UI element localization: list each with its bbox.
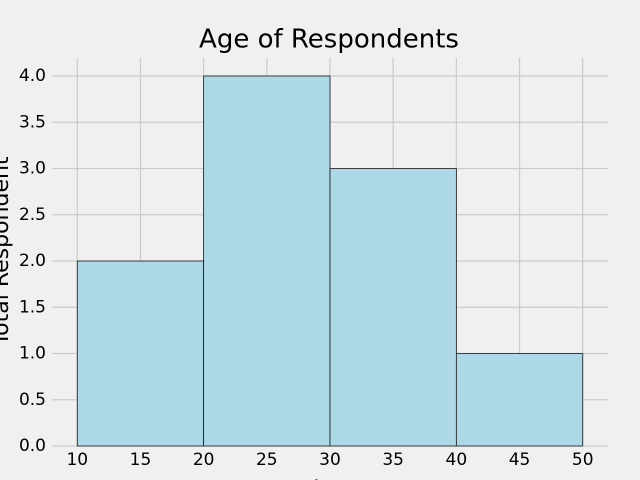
x-tick-label: 35 bbox=[382, 450, 404, 470]
chart-title: Age of Respondents bbox=[199, 25, 459, 55]
bar bbox=[455, 353, 584, 447]
x-tick-label: 15 bbox=[130, 450, 152, 470]
bar bbox=[76, 260, 205, 447]
x-tick-label: 40 bbox=[446, 450, 468, 470]
y-axis-label: Total Respondent bbox=[0, 156, 14, 346]
y-tick-label: 1.0 bbox=[19, 344, 46, 364]
x-tick-label: 50 bbox=[572, 450, 594, 470]
y-tick-label: 1.5 bbox=[19, 297, 46, 317]
y-tick-label: 4.0 bbox=[19, 66, 46, 86]
y-tick-label: 0.5 bbox=[19, 390, 46, 410]
x-axis-label: Age bbox=[309, 477, 352, 480]
x-tick-label: 30 bbox=[319, 450, 341, 470]
y-tick-label: 0.0 bbox=[19, 436, 46, 456]
x-tick-label: 25 bbox=[256, 450, 278, 470]
y-tick-label: 3.5 bbox=[19, 112, 46, 132]
x-tick-label: 20 bbox=[193, 450, 215, 470]
x-tick-label: 10 bbox=[66, 450, 88, 470]
y-tick-label: 2.0 bbox=[19, 251, 46, 271]
y-tick-label: 2.5 bbox=[19, 205, 46, 225]
bar bbox=[203, 75, 331, 447]
x-tick-label: 45 bbox=[509, 450, 531, 470]
bar bbox=[329, 168, 457, 447]
y-tick-label: 3.0 bbox=[19, 159, 46, 179]
